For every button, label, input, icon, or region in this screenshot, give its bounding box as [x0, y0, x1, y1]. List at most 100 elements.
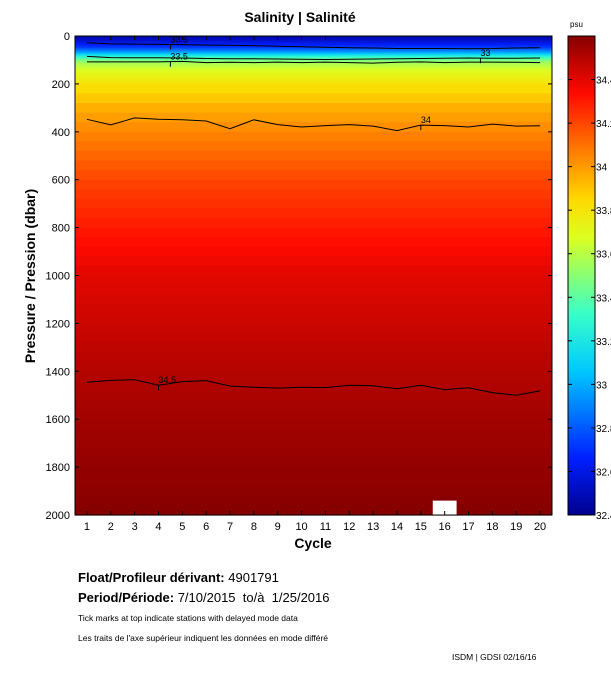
colorbar-tick-label: 34: [596, 163, 608, 174]
x-tick-label: 13: [367, 521, 379, 533]
x-tick-label: 16: [439, 521, 451, 533]
heatmap-cell: [75, 189, 552, 200]
x-axis-label: Cycle: [294, 535, 332, 551]
heatmap-cell: [75, 83, 552, 95]
heatmap-cell: [75, 323, 552, 334]
x-tick-label: 17: [462, 521, 474, 533]
y-tick-label: 1200: [46, 318, 70, 330]
heatmap-cell: [75, 38, 552, 41]
heatmap-cell: [75, 294, 552, 305]
heatmap-cell: [75, 265, 552, 277]
heatmap-cell: [75, 208, 552, 219]
x-tick-label: 1: [84, 521, 90, 533]
contour-line: [86, 60, 541, 64]
x-tick-label: 9: [275, 521, 281, 533]
heatmap-cell: [75, 55, 552, 57]
contour-label: 34.5: [158, 375, 176, 385]
heatmap-cell: [75, 41, 552, 44]
heatmap-cell: [75, 218, 552, 229]
x-tick-label: 19: [510, 521, 522, 533]
x-tick-label: 8: [251, 521, 257, 533]
heatmap-cell: [75, 390, 552, 401]
contour-lines: 33.5 33 33.5 34 34.5: [86, 35, 541, 396]
heatmap-cell: [75, 380, 552, 392]
credit-line: ISDM | GDSI 02/16/16: [452, 652, 537, 662]
x-tick-label: 5: [179, 521, 185, 533]
colorbar: [567, 35, 596, 516]
contour-label: 33.5: [170, 35, 188, 45]
heatmap-cell: [75, 227, 552, 238]
colorbar-tick-label: 32.4: [596, 511, 611, 522]
x-tick-label: 11: [320, 521, 331, 533]
axes: 1 2 3 4 5 6 7 8 9 10 11 12 13 14 15 16 17 18 19 20020040060…: [46, 31, 552, 533]
heatmap-cell: [75, 81, 552, 84]
heatmap-cell: [75, 103, 552, 114]
heatmap-cell: [75, 69, 552, 72]
heatmap-cell: [75, 37, 552, 39]
y-tick-label: 1000: [46, 271, 70, 283]
heatmap-cell: [75, 285, 552, 296]
colorbar-tick-label: 34.4: [596, 76, 611, 87]
x-tick-label: 3: [132, 521, 138, 533]
heatmap-cell: [75, 409, 552, 420]
contour-line: [86, 117, 541, 132]
x-tick-label: 7: [227, 521, 233, 533]
note-french: Les traits de l'axe supérieur indiquent …: [78, 633, 329, 643]
heatmap-cell: [75, 112, 552, 123]
delayed-mode-ticks: [110, 36, 326, 40]
x-tick-label: 18: [486, 521, 498, 533]
heatmap-cell: [75, 39, 552, 42]
heatmap-cell: [75, 476, 552, 487]
heatmap-cell: [75, 43, 552, 45]
x-tick-label: 10: [295, 521, 307, 533]
heatmap-cell: [75, 237, 552, 248]
heatmap-cell: [75, 40, 552, 43]
heatmap-cell: [75, 428, 552, 439]
colorbar-tick-label: 32.6: [596, 467, 611, 478]
heatmap-cell: [75, 419, 552, 430]
heatmap-cell: [75, 179, 552, 190]
contour-line: [86, 42, 541, 50]
y-axis-label: Pressure / Pression (dbar): [22, 189, 38, 363]
heatmap-cell: [75, 131, 552, 142]
heatmap-cell: [75, 44, 552, 47]
float-id-line: Float/Profileur dérivant: 4901791: [78, 570, 279, 585]
heatmap-cell: [75, 50, 552, 53]
heatmap-cell: [75, 438, 552, 449]
y-tick-label: 1400: [46, 366, 70, 378]
heatmap-cell: [75, 67, 552, 69]
heatmap-cell: [75, 47, 552, 50]
heatmap-cell: [75, 122, 552, 133]
heatmap-cell: [75, 53, 552, 56]
heatmap-cell: [75, 447, 552, 459]
heatmap-cell: [75, 65, 552, 68]
y-tick-label: 400: [52, 127, 70, 139]
x-tick-label: 12: [343, 521, 355, 533]
heatmap-cell: [75, 49, 552, 51]
heatmap-cell: [75, 93, 552, 104]
heatmap-cell: [75, 59, 552, 62]
heatmap-cell: [75, 505, 552, 516]
heatmap-cell: [75, 57, 552, 60]
contour-line: [86, 379, 541, 396]
heatmap-cell: [75, 45, 552, 48]
heatmap-cell: [75, 304, 552, 315]
colorbar-tick-label: 33.8: [596, 206, 611, 217]
contour-label: 33: [480, 48, 490, 58]
x-tick-label: 2: [108, 521, 114, 533]
heatmap-cell: [75, 63, 552, 66]
heatmap-cell: [75, 371, 552, 382]
contour-line: [86, 55, 541, 61]
heatmap-cell: [75, 361, 552, 372]
chart-title: Salinity | Salinité: [244, 9, 355, 25]
heatmap-cell: [75, 79, 552, 81]
heatmap-cell: [75, 160, 552, 171]
heatmap-cell: [75, 198, 552, 210]
heatmap-cell: [75, 246, 552, 257]
colorbar-tick-label: 33.6: [596, 250, 611, 261]
heatmap-cell: [75, 56, 552, 59]
heatmap-cell: [75, 73, 552, 75]
note-english: Tick marks at top indicate stations with…: [78, 613, 298, 623]
colorbar-tick-label: 33.4: [596, 293, 611, 304]
heatmap-cell: [75, 141, 552, 152]
